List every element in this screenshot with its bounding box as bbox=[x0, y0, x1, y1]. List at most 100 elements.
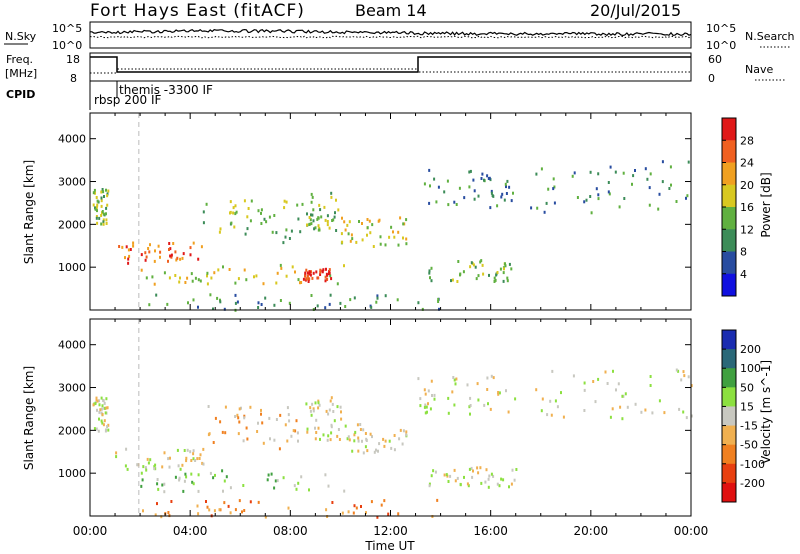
echo-cell bbox=[125, 245, 128, 249]
echo-cell bbox=[340, 232, 343, 236]
echo-cell bbox=[457, 260, 460, 263]
echo-cell bbox=[197, 512, 200, 516]
echo-cell bbox=[257, 306, 260, 309]
echo-cell bbox=[489, 407, 492, 411]
echo-cell bbox=[453, 468, 456, 472]
echo-cell bbox=[317, 406, 320, 410]
echo-cell bbox=[191, 480, 194, 484]
echo-cell bbox=[649, 384, 652, 387]
echo-cell bbox=[279, 263, 282, 267]
echo-cell bbox=[313, 227, 316, 231]
echo-cell bbox=[583, 200, 586, 204]
echo-cell bbox=[182, 489, 185, 493]
echo-cell bbox=[229, 486, 232, 490]
echo-cell bbox=[185, 456, 188, 460]
echo-cell bbox=[92, 403, 95, 407]
echo-cell bbox=[190, 272, 193, 276]
noise-right-label: N.Search bbox=[745, 30, 795, 43]
echo-cell bbox=[335, 229, 338, 232]
echo-cell bbox=[200, 245, 203, 249]
echo-cell bbox=[594, 400, 597, 404]
cpid-label: CPID bbox=[6, 88, 35, 101]
echo-cell bbox=[206, 274, 208, 278]
echo-cell bbox=[543, 210, 546, 214]
echo-cell bbox=[453, 378, 456, 382]
echo-cell bbox=[199, 453, 202, 457]
echo-cell bbox=[336, 434, 339, 438]
echo-cell bbox=[296, 203, 299, 207]
echo-cell bbox=[480, 481, 483, 485]
colorbar-tick-label: -100 bbox=[740, 458, 765, 471]
echo-cell bbox=[514, 397, 517, 401]
echo-cell bbox=[213, 271, 216, 275]
echo-cell bbox=[310, 200, 313, 204]
echo-cell bbox=[364, 445, 367, 449]
echo-cell bbox=[286, 406, 289, 410]
echo-cell bbox=[306, 212, 308, 216]
echo-cell bbox=[371, 435, 373, 439]
echo-cell bbox=[314, 426, 316, 430]
echo-cell bbox=[430, 379, 433, 383]
echo-cell bbox=[512, 191, 514, 195]
noise-left-label: N.Sky bbox=[5, 30, 37, 43]
echo-cell bbox=[324, 218, 327, 222]
echo-cell bbox=[402, 236, 404, 240]
echo-cell bbox=[282, 241, 285, 245]
y-tick-label: 2000 bbox=[58, 218, 86, 231]
echo-cell bbox=[484, 480, 487, 484]
echo-cell bbox=[156, 482, 159, 486]
echo-cell bbox=[105, 218, 108, 222]
echo-cell bbox=[497, 391, 500, 394]
echo-cell bbox=[312, 407, 315, 411]
echo-cell bbox=[479, 466, 482, 470]
echo-cell bbox=[163, 490, 166, 494]
x-tick-label: 04:00 bbox=[173, 524, 208, 538]
echo-cell bbox=[471, 475, 474, 479]
echo-cell bbox=[128, 254, 131, 258]
echo-cell bbox=[144, 466, 147, 470]
echo-cell bbox=[380, 503, 383, 507]
echo-cell bbox=[445, 473, 448, 477]
echo-cell bbox=[311, 195, 314, 199]
echo-cell bbox=[308, 222, 311, 226]
echo-cell bbox=[447, 396, 450, 400]
velocity-ylabel: Slant Range [km] bbox=[22, 366, 36, 470]
echo-cell bbox=[101, 413, 104, 417]
echo-cell bbox=[469, 169, 472, 173]
echo-cell bbox=[690, 414, 693, 418]
echo-cell bbox=[549, 399, 552, 403]
echo-cell bbox=[261, 421, 264, 425]
echo-cell bbox=[317, 399, 320, 403]
echo-cell bbox=[560, 391, 562, 395]
echo-cell bbox=[234, 301, 237, 305]
echo-cell bbox=[145, 276, 148, 280]
echo-cell bbox=[179, 257, 182, 261]
colorbar-swatch bbox=[722, 229, 736, 252]
colorbar-swatch bbox=[722, 349, 736, 369]
echo-cell bbox=[335, 198, 337, 202]
echo-cell bbox=[127, 261, 130, 265]
echo-cell bbox=[308, 277, 311, 281]
echo-cell bbox=[314, 226, 317, 230]
y-tick-label: 3000 bbox=[58, 382, 86, 395]
echo-cell bbox=[96, 221, 99, 225]
echo-cell bbox=[309, 409, 312, 413]
echo-cell bbox=[105, 212, 107, 216]
echo-cell bbox=[183, 449, 186, 452]
echo-cell bbox=[174, 274, 177, 277]
echo-cell bbox=[430, 279, 433, 283]
y-tick-label: 1000 bbox=[58, 261, 86, 274]
echo-cell bbox=[477, 274, 480, 278]
echo-cell bbox=[140, 253, 143, 257]
colorbar-swatch bbox=[722, 184, 736, 208]
echo-cell bbox=[330, 431, 333, 435]
echo-cell bbox=[463, 196, 466, 200]
freq-panel-frame bbox=[89, 52, 692, 82]
echo-cell bbox=[257, 500, 260, 504]
echo-cell bbox=[352, 511, 355, 515]
echo-cell bbox=[436, 498, 439, 502]
echo-cell bbox=[670, 183, 672, 187]
echo-cell bbox=[503, 198, 506, 202]
echo-cell bbox=[324, 275, 327, 279]
echo-cell bbox=[376, 296, 379, 300]
